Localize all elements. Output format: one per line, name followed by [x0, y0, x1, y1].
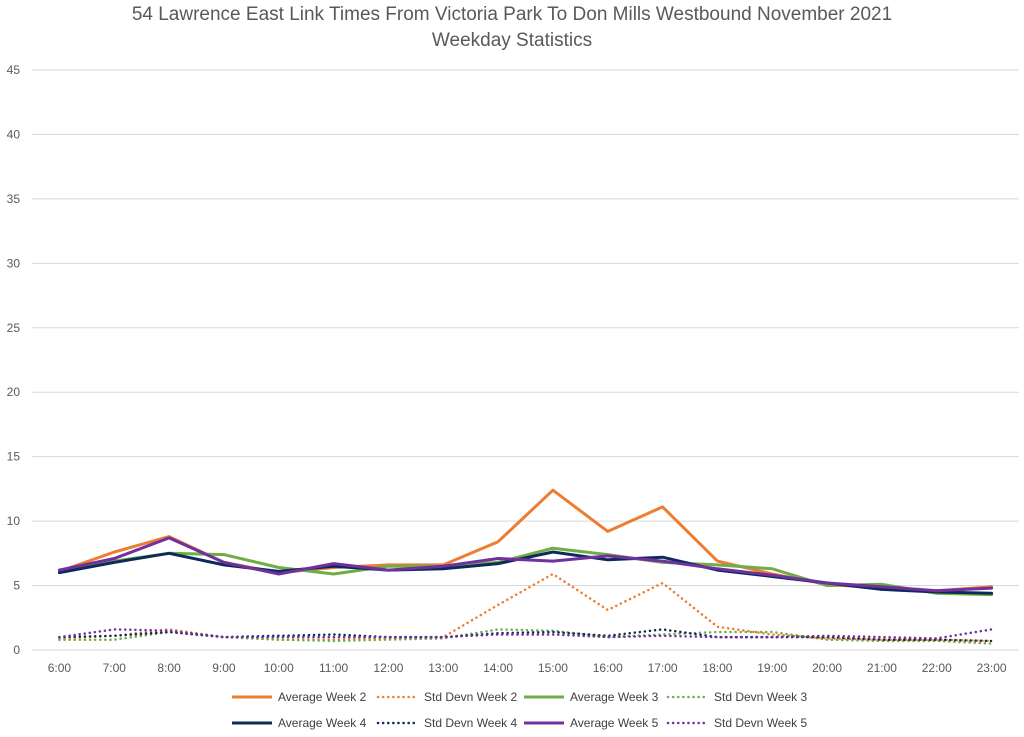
chart-subtitle: Weekday Statistics: [431, 30, 593, 51]
y-tick-label: 25: [7, 321, 21, 335]
x-tick-label: 20:00: [812, 661, 842, 675]
x-tick-label: 11:00: [319, 661, 348, 675]
x-tick-label: 16:00: [593, 661, 623, 675]
x-tick-label: 21:00: [867, 661, 897, 675]
x-tick-label: 17:00: [648, 661, 678, 675]
y-tick-label: 15: [7, 450, 21, 464]
y-tick-label: 30: [7, 256, 21, 270]
series-line-average-week-2: [57, 488, 994, 593]
y-tick-label: 0: [13, 643, 20, 657]
legend-label: Average Week 3: [570, 690, 659, 704]
gridlines: [32, 69, 1019, 651]
x-tick-label: 9:00: [212, 661, 236, 675]
x-tick-label: 10:00: [264, 661, 294, 675]
series-line-average-week-4: [57, 550, 994, 595]
y-tick-label: 35: [7, 192, 21, 206]
legend-label: Std Devn Week 4: [424, 716, 517, 730]
y-tick-label: 40: [7, 127, 21, 141]
y-tick-label: 5: [13, 579, 20, 593]
x-tick-label: 18:00: [702, 661, 732, 675]
x-tick-label: 14:00: [483, 661, 513, 675]
legend: Average Week 2 Std Devn Week 2 Average Wee…: [232, 690, 807, 730]
x-tick-label: 8:00: [157, 661, 181, 675]
legend-label: Average Week 4: [278, 716, 367, 730]
series-line-average-week-5: [57, 536, 994, 593]
y-axis-ticks: 0 5 10 15 20 25 30 35 40 45: [7, 63, 21, 657]
x-tick-label: 12:00: [373, 661, 403, 675]
legend-label: Average Week 5: [570, 716, 659, 730]
chart-title: 54 Lawrence East Link Times From Victori…: [131, 4, 893, 25]
series-line-std-devn-week-5: [58, 628, 993, 640]
x-tick-label: 13:00: [428, 661, 458, 675]
x-tick-label: 19:00: [757, 661, 787, 675]
series-line-std-devn-week-3: [58, 628, 993, 645]
x-tick-label: 15:00: [538, 661, 568, 675]
legend-label: Std Devn Week 5: [714, 716, 807, 730]
x-axis-ticks: 6:00 7:00 8:00 9:00 10:00 11:00 12:00 13:00 14:0…: [48, 661, 1007, 675]
series-line-average-week-3: [57, 546, 994, 597]
x-tick-label: 6:00: [48, 661, 72, 675]
series-line-std-devn-week-2: [58, 572, 993, 643]
legend-label: Std Devn Week 2: [424, 690, 517, 704]
legend-label: Std Devn Week 3: [714, 690, 807, 704]
x-tick-label: 23:00: [977, 661, 1007, 675]
x-tick-label: 7:00: [103, 661, 127, 675]
legend-label: Average Week 2: [278, 690, 367, 704]
x-tick-label: 22:00: [922, 661, 952, 675]
y-tick-label: 10: [7, 514, 21, 528]
y-tick-label: 20: [7, 385, 21, 399]
plot-series: [57, 488, 994, 645]
y-tick-label: 45: [7, 63, 21, 77]
